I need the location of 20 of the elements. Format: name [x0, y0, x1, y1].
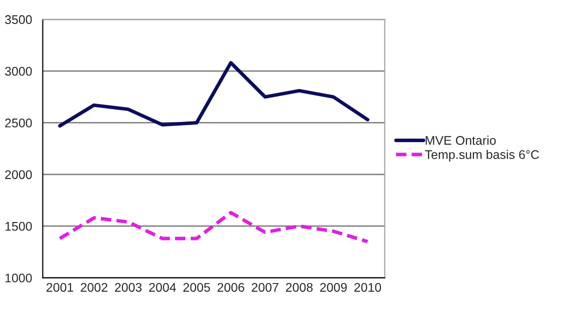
y-tick-label: 1500 — [5, 222, 32, 231]
x-tick-label: 2002 — [80, 282, 108, 292]
y-tick-label: 2000 — [5, 170, 32, 180]
x-tick-label: 2010 — [354, 282, 382, 292]
y-tick-label: 1000 — [5, 274, 32, 282]
x-tick-label: 2007 — [252, 282, 278, 292]
x-tick-label: 2009 — [320, 282, 347, 292]
x-tick-label: 2006 — [218, 282, 244, 292]
y-tick-label: 3000 — [5, 66, 32, 76]
line-series — [58, 210, 370, 244]
legend-label: MVE Ontario — [426, 136, 496, 145]
x-tick-label: 2004 — [149, 282, 176, 292]
x-tick-label: 2003 — [114, 282, 142, 292]
x-tick-label: 2001 — [46, 282, 74, 292]
y-tick-label: 2500 — [5, 118, 32, 128]
line-series — [58, 61, 370, 128]
x-tick-label: 2005 — [183, 282, 210, 292]
y-tick-label: 3500 — [5, 15, 32, 24]
x-tick-label: 2008 — [286, 282, 313, 292]
legend-label: Temp.sum basis 6°C — [425, 150, 540, 162]
